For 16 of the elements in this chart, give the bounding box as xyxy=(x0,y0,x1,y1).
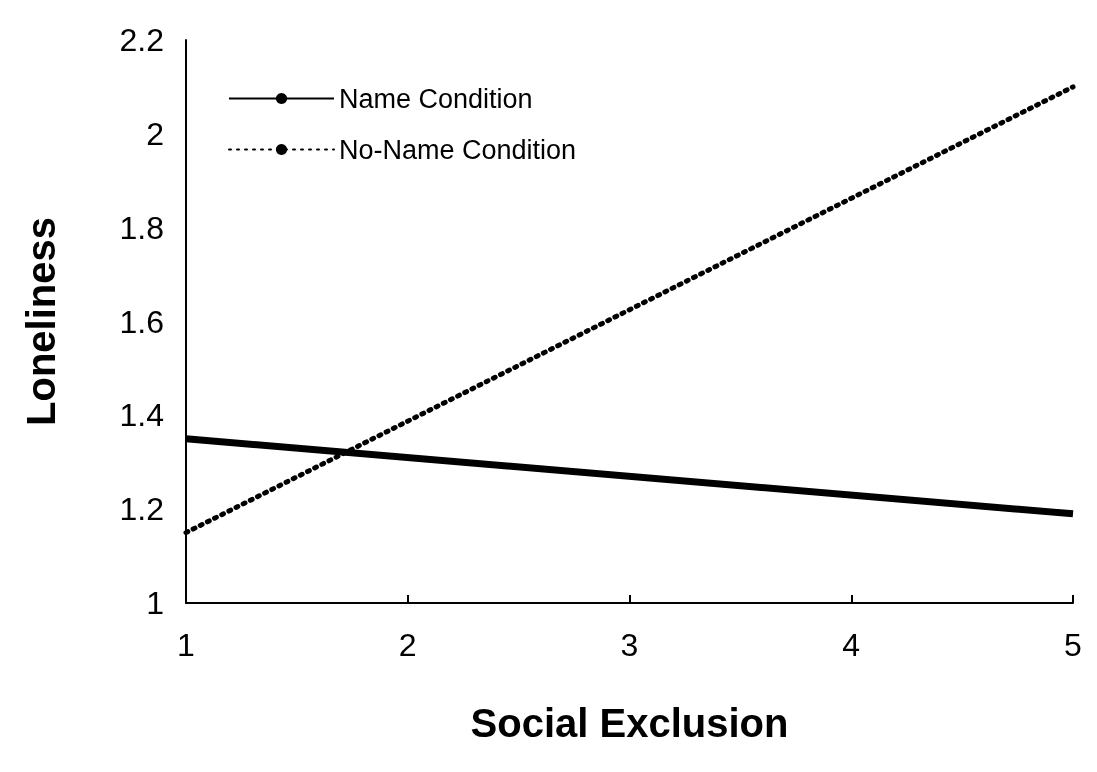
legend-label: No-Name Condition xyxy=(339,134,577,165)
y-tick-label: 2 xyxy=(146,115,164,152)
y-tick-label: 1.8 xyxy=(119,209,164,246)
x-tick-label: 5 xyxy=(1064,627,1082,663)
x-tick-label: 4 xyxy=(842,627,861,663)
x-tick-label: 3 xyxy=(620,627,639,663)
y-tick-label: 1.6 xyxy=(119,303,164,340)
x-tick-label: 1 xyxy=(177,627,195,663)
y-tick-label: 1 xyxy=(146,585,164,621)
legend-label: Name Condition xyxy=(339,83,533,114)
y-axis-title: Loneliness xyxy=(19,217,63,426)
y-tick-label: 1.4 xyxy=(119,397,164,434)
x-tick-label: 2 xyxy=(398,627,417,663)
y-tick-label: 1.2 xyxy=(119,491,164,528)
y-tick-label: 2.2 xyxy=(119,22,164,58)
x-axis-title: Social Exclusion xyxy=(470,701,789,745)
